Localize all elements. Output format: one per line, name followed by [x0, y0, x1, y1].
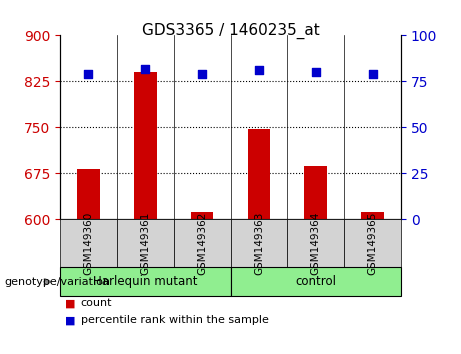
Text: GDS3365 / 1460235_at: GDS3365 / 1460235_at — [142, 23, 319, 39]
Text: genotype/variation: genotype/variation — [5, 277, 111, 287]
Text: ■: ■ — [65, 315, 75, 325]
Text: GSM149363: GSM149363 — [254, 212, 264, 275]
Text: control: control — [296, 275, 336, 288]
Point — [369, 71, 376, 77]
Text: GSM149360: GSM149360 — [83, 212, 94, 275]
Text: Harlequin mutant: Harlequin mutant — [93, 275, 197, 288]
Point — [312, 69, 319, 75]
Text: ■: ■ — [65, 298, 75, 308]
Text: percentile rank within the sample: percentile rank within the sample — [81, 315, 269, 325]
Point — [85, 71, 92, 77]
Bar — [134, 72, 157, 219]
Bar — [248, 129, 270, 219]
Point — [198, 71, 206, 77]
Text: GSM149365: GSM149365 — [367, 212, 378, 275]
Text: GSM149361: GSM149361 — [140, 212, 150, 275]
Text: GSM149364: GSM149364 — [311, 212, 321, 275]
Bar — [77, 169, 100, 219]
Bar — [361, 212, 384, 219]
Bar — [304, 166, 327, 219]
Text: GSM149362: GSM149362 — [197, 212, 207, 275]
Point — [142, 66, 149, 72]
Text: count: count — [81, 298, 112, 308]
Point — [255, 68, 263, 73]
Bar — [191, 212, 213, 219]
